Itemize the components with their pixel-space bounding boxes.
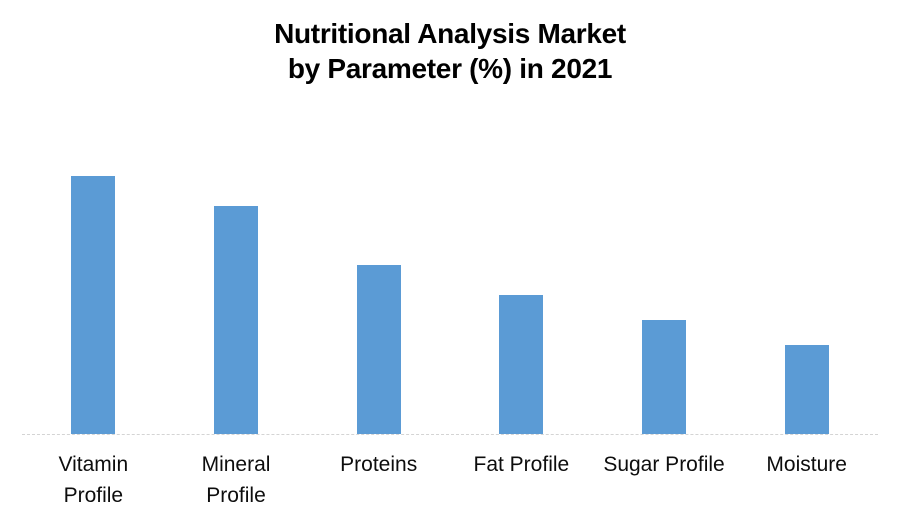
x-label-moisture: Moisture — [735, 449, 878, 511]
chart-title-line2: by Parameter (%) in 2021 — [287, 53, 613, 84]
bar-proteins — [356, 265, 401, 434]
chart-title: Nutritional Analysis Market by Parameter… — [0, 16, 900, 86]
x-label-vitamin-profile: Vitamin Profile — [22, 449, 165, 511]
x-label-fat-profile: Fat Profile — [450, 449, 593, 511]
x-label-line: Profile — [206, 484, 266, 507]
x-label-line: Moisture — [766, 453, 847, 476]
x-label-line: Vitamin — [58, 453, 129, 476]
bar-fat-profile — [499, 294, 544, 434]
x-label-mineral-profile: Mineral Profile — [165, 449, 308, 511]
x-label-line: Proteins — [340, 453, 418, 476]
bar-moisture — [784, 344, 829, 434]
x-label-line: Fat Profile — [473, 453, 570, 476]
x-label-line: Profile — [63, 484, 124, 507]
chart-title-line1: Nutritional Analysis Market — [274, 18, 626, 49]
x-axis-labels: Vitamin Profile Mineral Profile Proteins Fat … — [22, 449, 878, 511]
x-label-sugar-profile: Sugar Profile — [593, 449, 736, 511]
x-axis-line — [22, 434, 878, 435]
bar-slot-vitamin-profile — [22, 136, 165, 434]
plot-area — [22, 136, 878, 434]
bar-slot-proteins — [307, 136, 450, 434]
bar-mineral-profile — [214, 205, 258, 434]
x-label-proteins: Proteins — [307, 449, 450, 511]
x-label-line: Sugar Profile — [603, 453, 725, 476]
bar-slot-sugar-profile — [593, 136, 736, 434]
x-label-line: Mineral — [201, 453, 271, 476]
bar-slot-moisture — [735, 136, 878, 434]
bar-slot-fat-profile — [450, 136, 593, 434]
bar-vitamin-profile — [71, 175, 116, 434]
bar-slot-mineral-profile — [165, 136, 308, 434]
bar-sugar-profile — [642, 319, 687, 434]
